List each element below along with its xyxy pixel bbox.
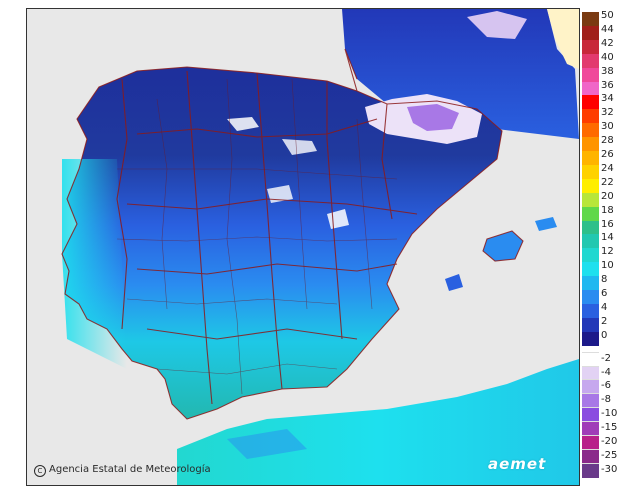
legend-swatch <box>582 317 599 333</box>
legend-label: 20 <box>601 190 614 202</box>
legend-label: 2 <box>601 315 608 327</box>
credit-text: Agencia Estatal de Meteorología <box>49 464 211 475</box>
legend-label: 24 <box>601 162 614 174</box>
legend-swatch <box>582 234 599 249</box>
legend-label: -20 <box>601 436 618 447</box>
legend-swatch <box>582 276 599 291</box>
legend-label: 26 <box>601 149 614 160</box>
legend-label: 40 <box>601 51 614 63</box>
france-region <box>342 9 579 139</box>
credit-label: C Agencia Estatal de Meteorología <box>34 464 211 477</box>
legend-label: -2 <box>601 352 611 364</box>
legend-swatch <box>582 262 599 277</box>
legend-swatch <box>582 462 599 479</box>
legend-label: -4 <box>601 366 611 378</box>
temperature-map <box>26 8 580 486</box>
region-borders <box>61 48 524 420</box>
legend-swatch <box>582 95 599 110</box>
legend-label: -15 <box>601 422 618 434</box>
ibiza <box>445 274 463 291</box>
legend-swatch <box>582 421 599 437</box>
legend-swatch <box>582 178 599 194</box>
legend-swatch <box>582 407 599 423</box>
iberia-land <box>62 67 502 419</box>
legend-swatch <box>582 220 599 235</box>
copyright-icon: C <box>34 465 46 477</box>
legend-swatch <box>582 365 599 381</box>
legend-label: 8 <box>601 274 608 286</box>
legend-label: 44 <box>601 23 614 35</box>
legend-label: 38 <box>601 65 614 77</box>
legend-swatch <box>582 123 599 138</box>
legend-label: -30 <box>601 463 618 475</box>
legend-swatch <box>582 435 599 451</box>
legend-label: 18 <box>601 204 614 216</box>
legend-swatch <box>582 331 599 347</box>
legend-label: 6 <box>601 288 608 299</box>
legend-swatch <box>582 393 599 409</box>
legend-label: 28 <box>601 135 614 147</box>
menorca <box>535 217 557 231</box>
legend-swatch <box>582 25 599 41</box>
legend-swatch <box>582 164 599 180</box>
temperature-legend <box>582 12 599 479</box>
province-lines <box>116 78 398 395</box>
legend-swatch <box>582 137 599 152</box>
legend-swatch <box>582 81 599 96</box>
legend-swatch <box>582 67 599 82</box>
france-light-patch <box>547 9 579 69</box>
legend-swatch <box>582 248 599 263</box>
legend-label: 42 <box>601 37 614 49</box>
legend-label: 10 <box>601 260 614 272</box>
legend-label: 12 <box>601 246 614 258</box>
legend-label: 34 <box>601 93 614 105</box>
legend-label: 30 <box>601 121 614 133</box>
legend-label: 32 <box>601 107 614 119</box>
france-snow-alps <box>467 11 527 39</box>
legend-swatch <box>582 39 599 55</box>
legend-swatch <box>582 192 599 208</box>
legend-swatch <box>582 12 599 27</box>
legend-swatch <box>582 448 599 465</box>
legend-swatch <box>582 53 599 69</box>
legend-swatch <box>582 303 599 319</box>
legend-swatch <box>582 351 599 367</box>
legend-swatch <box>582 206 599 221</box>
legend-label: 4 <box>601 301 608 313</box>
legend-label: 14 <box>601 232 614 244</box>
iberia-west-coast <box>62 159 127 369</box>
legend-swatch <box>582 109 599 124</box>
legend-swatch <box>582 151 599 166</box>
legend-label: -10 <box>601 408 618 420</box>
legend-label: -25 <box>601 449 618 461</box>
pyrenees-core <box>407 104 459 131</box>
legend-label: -8 <box>601 394 611 406</box>
legend-label: 0 <box>601 329 608 341</box>
legend-swatch <box>582 379 599 395</box>
legend-label: 50 <box>601 10 614 21</box>
legend-label: -6 <box>601 380 611 392</box>
legend-label: 22 <box>601 176 614 188</box>
aemet-logo: aemet <box>488 455 547 473</box>
mallorca <box>483 231 523 261</box>
legend-label: 36 <box>601 79 614 91</box>
map-graphic <box>61 9 579 485</box>
legend-swatch <box>582 290 599 305</box>
legend-label: 16 <box>601 218 614 230</box>
